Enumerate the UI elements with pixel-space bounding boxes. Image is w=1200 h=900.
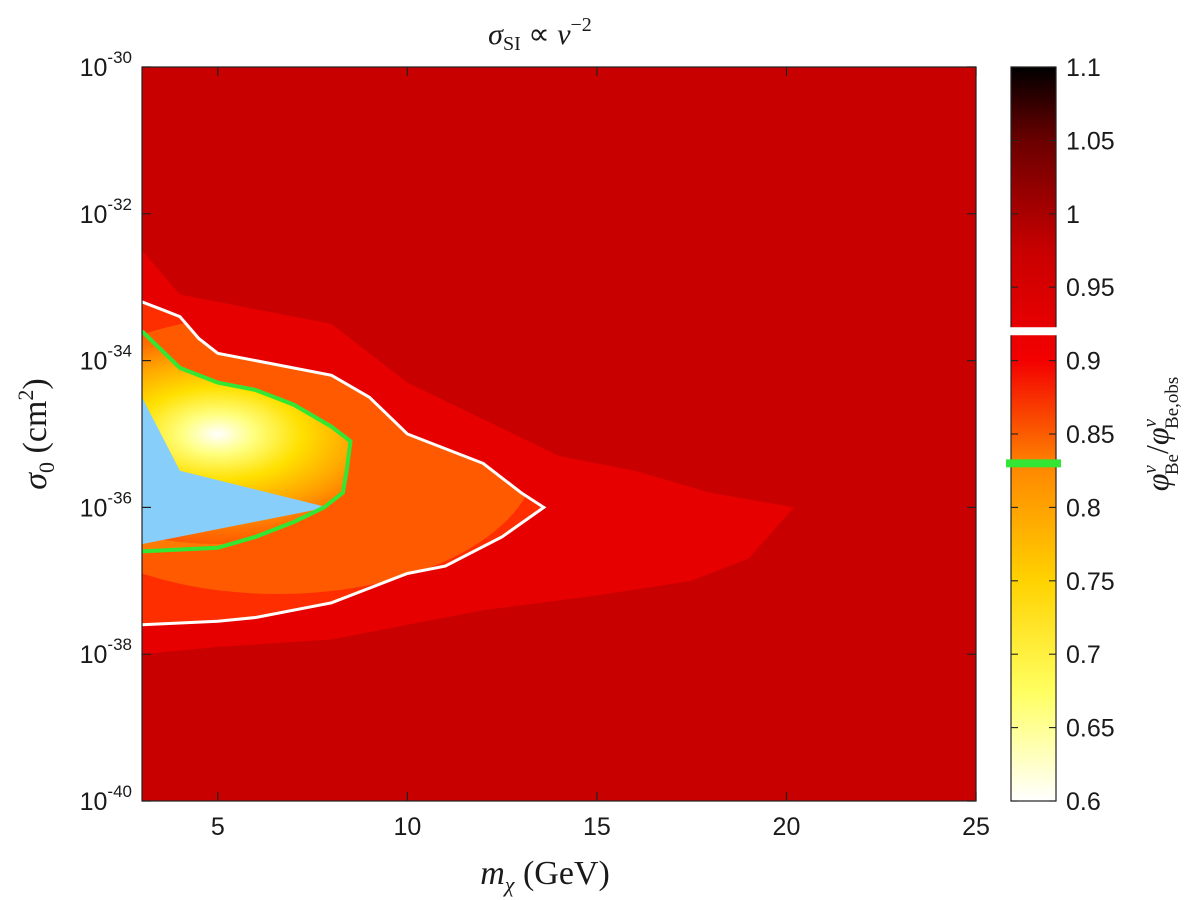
x-tick-label: 25 bbox=[962, 813, 990, 841]
contour-line-green bbox=[142, 329, 353, 554]
contour-line-white bbox=[142, 300, 547, 627]
excluded-region bbox=[142, 397, 328, 545]
colorbar-tick-label: 0.95 bbox=[1066, 274, 1115, 302]
x-tick-label: 10 bbox=[393, 813, 421, 841]
y-tick-label: 10-34 bbox=[80, 342, 132, 376]
x-tick-label: 5 bbox=[211, 813, 225, 841]
colorbar-tick-label: 1.1 bbox=[1066, 54, 1101, 82]
colorbar-tick-label: 0.7 bbox=[1066, 641, 1101, 669]
y-tick-label: 10-36 bbox=[80, 488, 132, 522]
colorbar-tick-label: 0.6 bbox=[1066, 788, 1101, 816]
y-axis-label: σ0 (cm2) bbox=[13, 378, 59, 489]
y-axis: 10-30 10-32 10-34 10-36 10-38 10-40 bbox=[80, 48, 976, 816]
colorbar-tick-label: 0.65 bbox=[1066, 715, 1115, 743]
y-tick-label: 10-32 bbox=[80, 195, 132, 229]
colorbar-tick-label: 0.85 bbox=[1066, 421, 1115, 449]
colorbar-tick-label: 0.8 bbox=[1066, 494, 1101, 522]
x-tick-label: 15 bbox=[583, 813, 611, 841]
colorbar-tick-label: 1.05 bbox=[1066, 127, 1115, 155]
x-axis: 5 10 15 20 25 bbox=[211, 67, 990, 841]
x-axis-label: mχ (GeV) bbox=[480, 855, 610, 897]
plot-area bbox=[142, 67, 976, 801]
y-tick-label: 10-40 bbox=[80, 782, 132, 816]
y-tick-label: 10-30 bbox=[80, 48, 132, 82]
plot-frame bbox=[141, 66, 977, 802]
colorbar-label: φνBe/φνBe,obs bbox=[1139, 377, 1183, 492]
colorbar-tick-label: 0.75 bbox=[1066, 568, 1115, 596]
colorbar-tick-label: 1 bbox=[1066, 201, 1080, 229]
colorbar-level-marker bbox=[1006, 459, 1061, 468]
x-tick-label: 20 bbox=[773, 813, 801, 841]
y-tick-label: 10-38 bbox=[80, 635, 132, 669]
chart-title: σSI ∝ v−2 bbox=[488, 14, 592, 55]
colorbar: 0.6 0.65 0.7 0.75 0.8 0.85 0.9 0.95 1 1.05 1.1 bbox=[1006, 54, 1115, 816]
colorbar-level-marker bbox=[1006, 327, 1061, 336]
colorbar-gradient bbox=[1011, 67, 1056, 801]
colorbar-tick-label: 0.9 bbox=[1066, 348, 1101, 376]
